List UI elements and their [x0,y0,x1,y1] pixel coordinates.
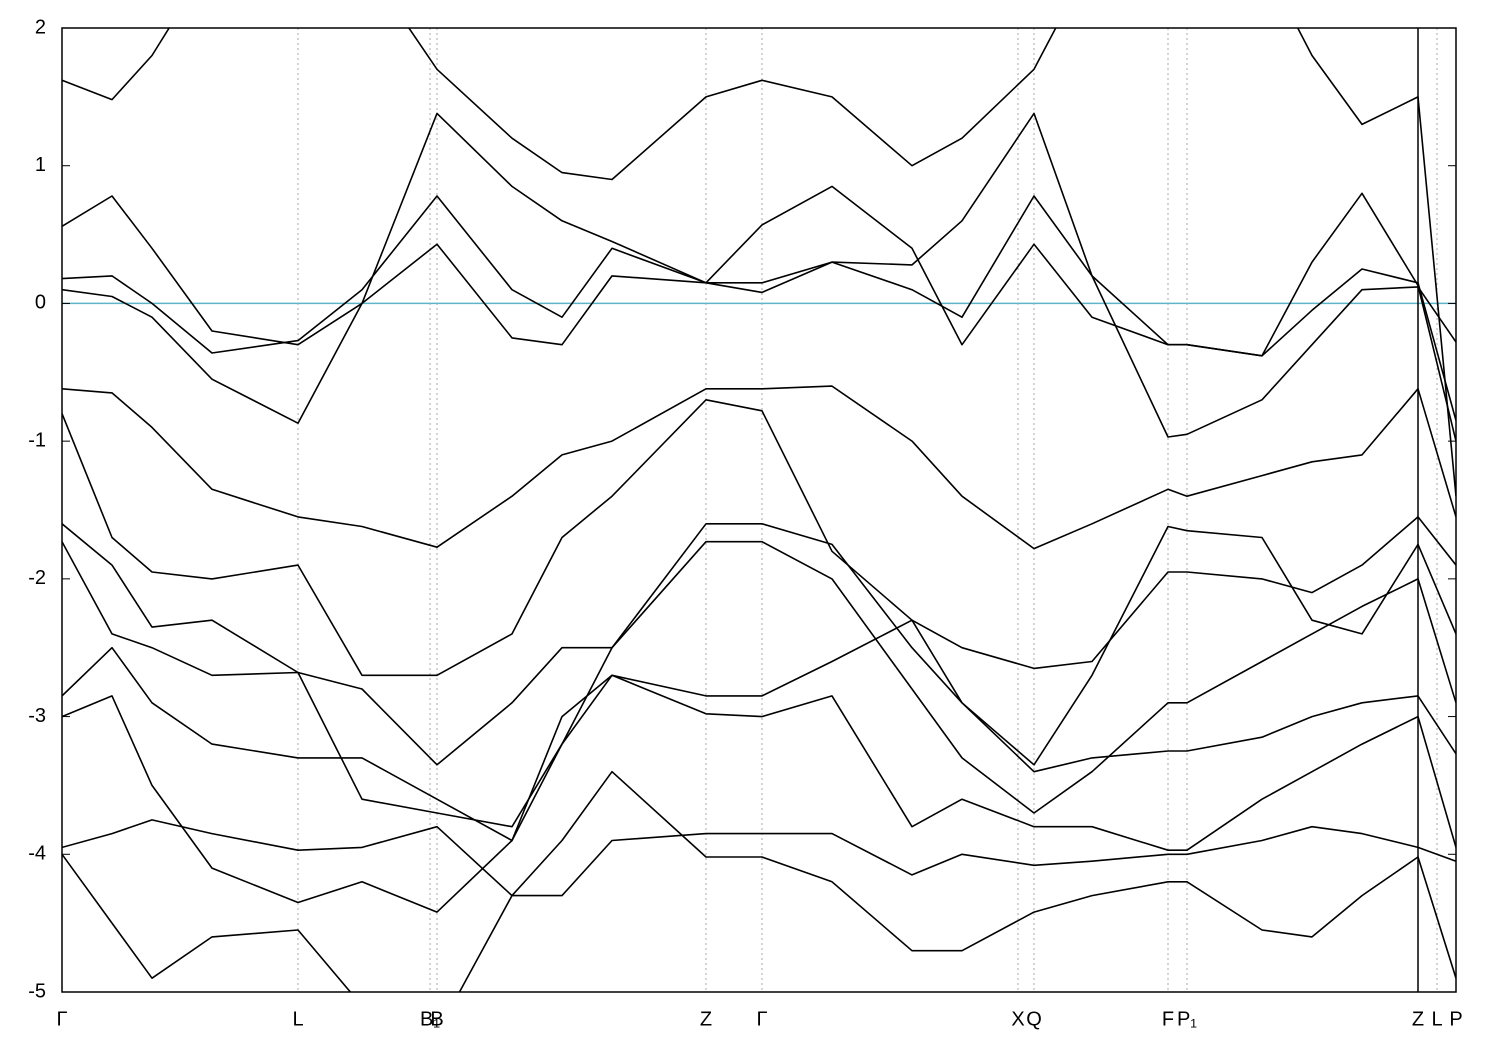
y-tick-label: -5 [28,980,46,1002]
band [62,112,1456,438]
x-tick-label: Q [1026,1008,1042,1030]
x-tick-label: P₁ [1177,1008,1197,1030]
band [62,523,1456,766]
plot-frame [61,27,1457,993]
y-tick-label: -1 [28,429,46,451]
y-tick-label: 2 [35,16,46,38]
band [62,819,1456,897]
bands [62,28,1456,992]
y-tick-label: -3 [28,705,46,727]
band [62,399,1456,677]
x-tick-label: B [430,1008,443,1030]
band [62,540,1456,828]
x-tick-label: X [1011,1008,1024,1030]
x-tick-label: L [1431,1008,1442,1030]
x-tick-label: L [292,1008,303,1030]
x-tick-label: Z [1412,1008,1424,1030]
band [62,195,1456,421]
x-tick-label: F [1162,1008,1174,1030]
band [62,385,1456,550]
x-tick-label: Z [700,1008,712,1030]
y-tick-label: 0 [35,292,46,314]
band [62,28,1456,497]
x-tick-label: Γ [756,1008,767,1030]
band [62,674,1456,913]
y-tick-label: -4 [28,843,46,865]
x-tick-label: P [1449,1008,1462,1030]
band [62,185,1456,442]
x-tick-label: B₁ [420,1008,440,1030]
grid [61,28,1457,992]
band [62,770,1456,992]
x-tick-label: Γ [56,1008,67,1030]
band [62,619,1456,842]
y-tick-label: -2 [28,567,46,589]
y-tick-label: 1 [35,154,46,176]
